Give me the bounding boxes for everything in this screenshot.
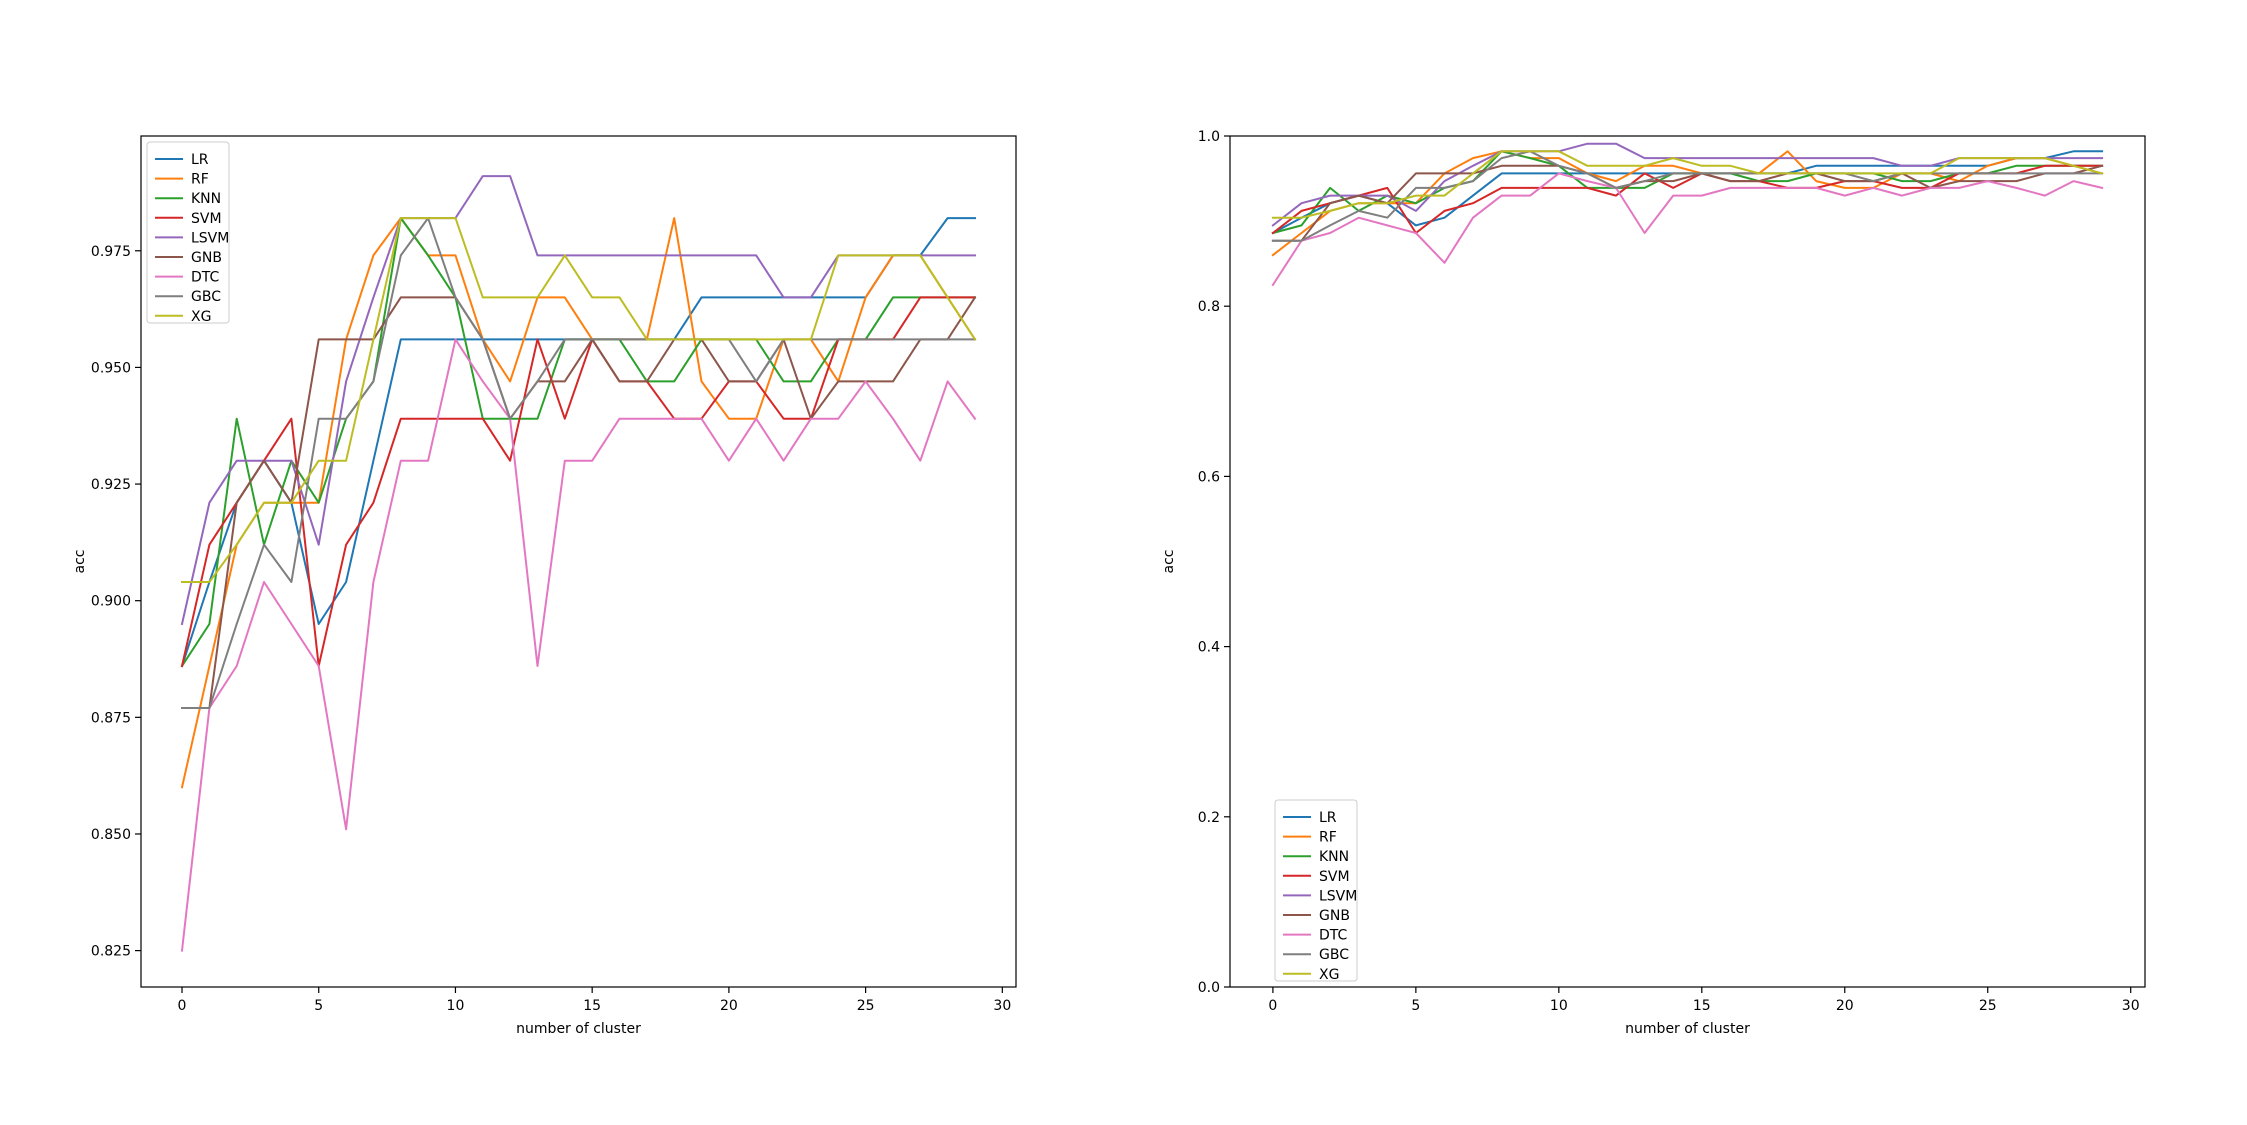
x-tick-label: 25: [857, 998, 875, 1014]
series-line-rf: [180, 217, 977, 789]
series-line-gnb: [1271, 164, 2104, 242]
legend-label-gnb: GNB: [1319, 908, 1350, 924]
series-line-svm: [1271, 164, 2104, 235]
series-line-lsvm: [1271, 142, 2104, 227]
x-axis-label: number of cluster: [516, 1021, 641, 1037]
x-tick-label: 15: [583, 998, 601, 1014]
series-line-svm: [180, 296, 976, 668]
y-tick-label: 0.850: [91, 827, 131, 843]
legend-label-xg: XG: [191, 309, 211, 325]
chart-panel-1: 0 5 10 15 20 25 30 0.825 0.850 0.875 0.900 0.925 0.9…: [72, 135, 1017, 1037]
series-line-gbc: [1271, 150, 2104, 242]
legend: LR RF KNN SVM LSVM GNB DTC GBC XG: [146, 141, 230, 325]
series-line-gnb: [181, 296, 977, 709]
legend-label-gbc: GBC: [1319, 947, 1349, 963]
x-tick-label: 10: [447, 998, 465, 1014]
legend-box: [146, 141, 230, 324]
x-tick-label: 0: [178, 998, 187, 1014]
x-tick-label: 5: [1411, 998, 1420, 1014]
legend-label-gbc: GBC: [191, 289, 221, 305]
y-tick-label: 0.4: [1198, 640, 1220, 656]
axes-frame: [1229, 135, 2146, 988]
legend-label-lsvm: LSVM: [1319, 888, 1357, 904]
y-axis-label: acc: [72, 550, 88, 574]
series-line-dtc: [1271, 172, 2104, 287]
legend: LR RF KNN SVM LSVM GNB DTC GBC XG: [1274, 799, 1358, 983]
x-tick-label: 30: [993, 998, 1011, 1014]
legend-label-knn: KNN: [1319, 849, 1349, 865]
series-lines: [1271, 142, 2104, 287]
y-tick-label: 0.0: [1198, 980, 1220, 996]
y-tick-label: 0.8: [1198, 299, 1220, 315]
legend-box: [1274, 799, 1358, 982]
y-axis-label: acc: [1161, 550, 1177, 574]
x-axis-label: number of cluster: [1625, 1021, 1750, 1037]
chart-panel-2: 0 5 10 15 20 25 30 0.0 0.2 0.4 0.6 0.8 1.0 number of …: [1161, 129, 2146, 1037]
y-tick-label: 0.875: [91, 710, 131, 726]
legend-label-lr: LR: [191, 152, 209, 168]
y-tick-label: 0.825: [91, 944, 131, 960]
legend-label-lr: LR: [1319, 810, 1337, 826]
series-line-xg: [181, 217, 977, 583]
legend-label-knn: KNN: [191, 191, 221, 207]
legend-label-lsvm: LSVM: [191, 230, 229, 246]
y-tick-label: 0.950: [91, 360, 131, 376]
y-tick-label: 0.2: [1198, 810, 1220, 826]
y-tick-label: 1.0: [1198, 129, 1220, 145]
y-tick-label: 0.925: [91, 477, 131, 493]
x-tick-label: 20: [1836, 998, 1854, 1014]
x-tick-label: 5: [314, 998, 323, 1014]
series-line-rf: [1271, 150, 2104, 257]
legend-label-svm: SVM: [1319, 869, 1350, 885]
y-tick-label: 0.975: [91, 244, 131, 260]
x-tick-label: 25: [1979, 998, 1997, 1014]
x-tick-label: 30: [2122, 998, 2140, 1014]
y-tick-label: 0.6: [1198, 469, 1220, 485]
legend-label-rf: RF: [1319, 830, 1337, 846]
series-line-gbc: [181, 217, 976, 709]
x-tick-label: 0: [1268, 998, 1277, 1014]
x-tick-label: 10: [1550, 998, 1568, 1014]
axes-frame: [140, 135, 1017, 988]
legend-label-dtc: DTC: [191, 270, 220, 286]
x-tick-label: 20: [720, 998, 738, 1014]
y-tick-label: 0.900: [91, 594, 131, 610]
x-tick-label: 15: [1693, 998, 1711, 1014]
series-line-xg: [1271, 150, 2104, 219]
series-line-dtc: [180, 338, 977, 952]
legend-label-svm: SVM: [191, 211, 222, 227]
series-lines: [180, 175, 977, 952]
legend-label-dtc: DTC: [1319, 928, 1348, 944]
legend-label-gnb: GNB: [191, 250, 222, 266]
legend-label-rf: RF: [191, 172, 209, 188]
series-line-lsvm: [180, 175, 976, 626]
legend-label-xg: XG: [1319, 967, 1339, 983]
